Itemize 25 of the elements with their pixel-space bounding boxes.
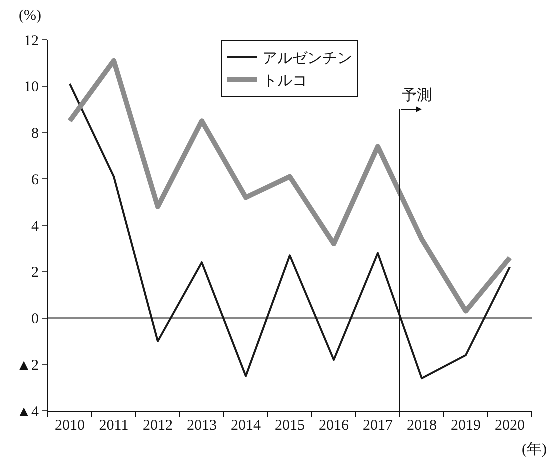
x-tick-label: 2018: [407, 418, 437, 434]
y-tick-label: 6: [32, 172, 40, 188]
y-tick-label: 4: [32, 218, 40, 235]
x-tick-label: 2020: [495, 418, 525, 434]
x-tick-label: 2012: [143, 418, 173, 434]
x-tick-label: 2017: [363, 418, 394, 434]
y-tick-label: 10: [24, 80, 39, 96]
ref-line-label: 予測: [402, 87, 432, 104]
y-tick-label: 2: [32, 265, 39, 282]
legend-label: アルゼンチン: [262, 51, 352, 68]
x-tick-label: 2010: [55, 418, 85, 434]
y-axis-title: (%): [19, 8, 42, 24]
x-tick-label: 2011: [99, 418, 129, 434]
y-tick-label: ▲2: [16, 358, 39, 374]
y-tick-label: 8: [32, 126, 39, 142]
x-tick-label: 2015: [275, 418, 305, 434]
y-tick-label: ▲4: [16, 404, 40, 420]
legend-label: トルコ: [262, 74, 308, 90]
x-tick-label: 2016: [319, 418, 350, 434]
y-tick-label: 0: [32, 312, 39, 328]
x-axis-title: (年): [522, 441, 547, 458]
x-tick-label: 2014: [231, 418, 262, 434]
x-tick-label: 2013: [187, 418, 217, 434]
x-tick-label: 2019: [451, 418, 481, 434]
y-tick-label: 12: [24, 33, 39, 50]
